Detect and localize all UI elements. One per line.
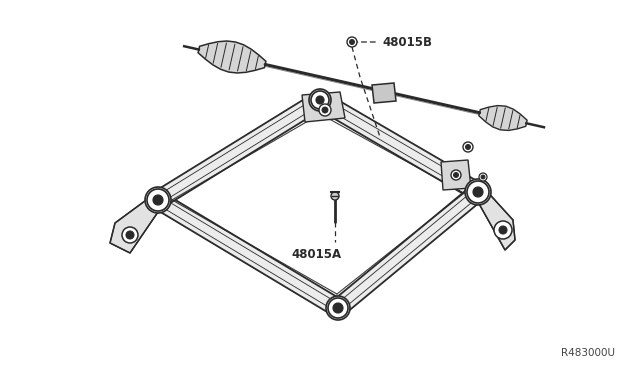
Text: 48015A: 48015A xyxy=(292,248,342,262)
Circle shape xyxy=(463,142,473,152)
Circle shape xyxy=(347,37,357,47)
Circle shape xyxy=(331,192,339,200)
Circle shape xyxy=(481,175,485,179)
Polygon shape xyxy=(476,187,515,250)
Circle shape xyxy=(473,187,483,197)
Circle shape xyxy=(499,226,507,234)
Circle shape xyxy=(322,107,328,113)
Circle shape xyxy=(126,231,134,239)
Circle shape xyxy=(333,303,343,313)
Circle shape xyxy=(326,296,350,320)
Polygon shape xyxy=(372,83,396,103)
Circle shape xyxy=(451,170,461,180)
Circle shape xyxy=(153,195,163,205)
Polygon shape xyxy=(479,106,527,131)
Circle shape xyxy=(349,39,355,45)
Polygon shape xyxy=(441,160,471,190)
Circle shape xyxy=(465,179,491,205)
Circle shape xyxy=(311,91,329,109)
Polygon shape xyxy=(110,195,160,253)
Polygon shape xyxy=(154,192,342,316)
Circle shape xyxy=(309,89,331,111)
Polygon shape xyxy=(198,41,266,73)
Circle shape xyxy=(145,187,171,213)
Polygon shape xyxy=(302,92,345,122)
Circle shape xyxy=(465,144,470,150)
Circle shape xyxy=(467,181,489,203)
Text: R483000U: R483000U xyxy=(561,348,615,358)
Circle shape xyxy=(316,96,324,104)
Polygon shape xyxy=(332,185,484,315)
Circle shape xyxy=(454,173,458,177)
Circle shape xyxy=(147,189,169,211)
Polygon shape xyxy=(153,92,324,208)
Polygon shape xyxy=(316,92,483,200)
Circle shape xyxy=(122,227,138,243)
Circle shape xyxy=(319,104,331,116)
Text: 48015B: 48015B xyxy=(382,35,432,48)
Circle shape xyxy=(328,298,348,318)
Circle shape xyxy=(479,173,487,181)
Circle shape xyxy=(494,221,512,239)
